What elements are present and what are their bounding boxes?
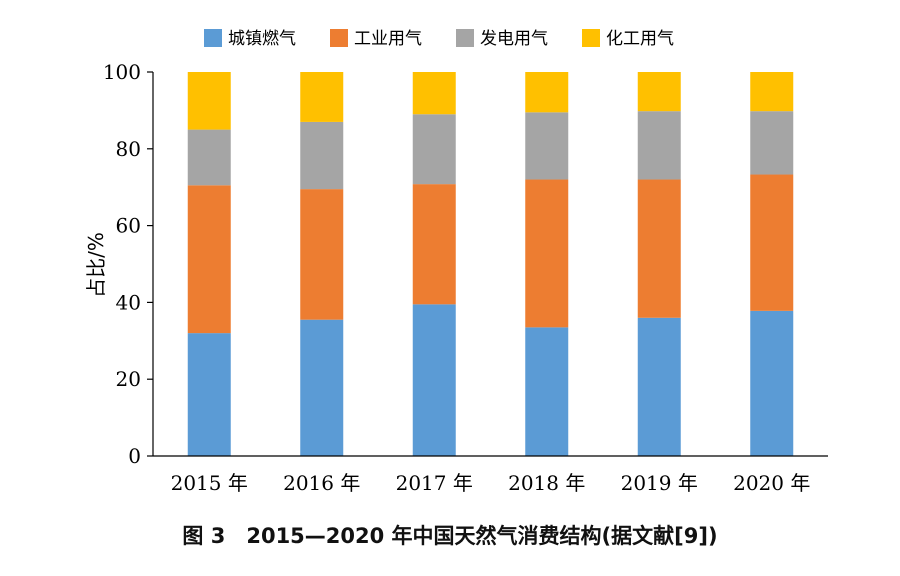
x-tick-label: 2019 年: [621, 471, 698, 495]
bar-segment-2-3: [412, 184, 456, 305]
figure-caption: 图 3 2015—2020 年中国天然气消费结构(据文献[9]): [182, 524, 718, 548]
x-tick-label: 2016 年: [283, 471, 360, 495]
y-tick-label: 100: [103, 60, 141, 84]
x-tick-label: 2017 年: [396, 471, 473, 495]
y-tick-label: 0: [128, 444, 141, 468]
bar-segment-2-5: [637, 179, 681, 318]
legend-label: 化工用气: [606, 29, 674, 49]
legend-swatch: [204, 29, 222, 47]
legend-label: 工业用气: [354, 29, 422, 49]
legend-swatch: [456, 29, 474, 47]
bar-segment-4-1: [187, 72, 231, 130]
bar-segment-1-1: [187, 333, 231, 456]
bar-segment-1-6: [750, 310, 794, 456]
bar-segment-4-2: [300, 72, 344, 122]
bar-segment-4-4: [525, 72, 569, 113]
bars: [187, 72, 794, 456]
bar-segment-3-6: [750, 111, 794, 175]
bar-segment-2-4: [525, 179, 569, 328]
x-axis: 2015 年 2016 年 2017 年 2018 年 2019 年 2020 年: [153, 455, 828, 495]
legend-label: 城镇燃气: [228, 29, 296, 49]
bar-segment-3-5: [637, 111, 681, 180]
bar-segment-4-5: [637, 72, 681, 112]
bar-segment-2-1: [187, 185, 231, 334]
y-axis-label: 占比/%: [84, 232, 108, 298]
y-tick-label: 20: [116, 367, 141, 391]
x-tick-label: 2015 年: [171, 471, 248, 495]
bar-segment-2-2: [300, 189, 344, 320]
legend-swatch: [582, 29, 600, 47]
bar-segment-1-3: [412, 304, 456, 456]
stacked-bar-chart: 城镇燃气 工业用气 发电用气 化工用气 占比/% 0 20 40 60 80 100 2015 …: [84, 29, 828, 495]
x-tick-label: 2020 年: [733, 471, 810, 495]
legend-label: 发电用气: [480, 29, 548, 49]
bar-segment-4-3: [412, 72, 456, 115]
bar-segment-3-4: [525, 112, 569, 180]
bar-segment-1-4: [525, 327, 569, 456]
bar-segment-4-6: [750, 72, 794, 112]
bar-segment-3-3: [412, 114, 456, 185]
y-tick-label: 60: [116, 214, 141, 238]
bar-segment-3-1: [187, 129, 231, 186]
legend-swatch: [330, 29, 348, 47]
y-tick-label: 40: [116, 290, 141, 314]
legend: 城镇燃气 工业用气 发电用气 化工用气: [204, 29, 674, 49]
bar-segment-1-5: [637, 317, 681, 456]
bar-segment-3-2: [300, 121, 344, 190]
x-tick-label: 2018 年: [508, 471, 585, 495]
y-tick-label: 80: [116, 137, 141, 161]
y-axis: 0 20 40 60 80 100: [103, 60, 154, 468]
bar-segment-1-2: [300, 319, 344, 456]
bar-segment-2-6: [750, 174, 794, 311]
